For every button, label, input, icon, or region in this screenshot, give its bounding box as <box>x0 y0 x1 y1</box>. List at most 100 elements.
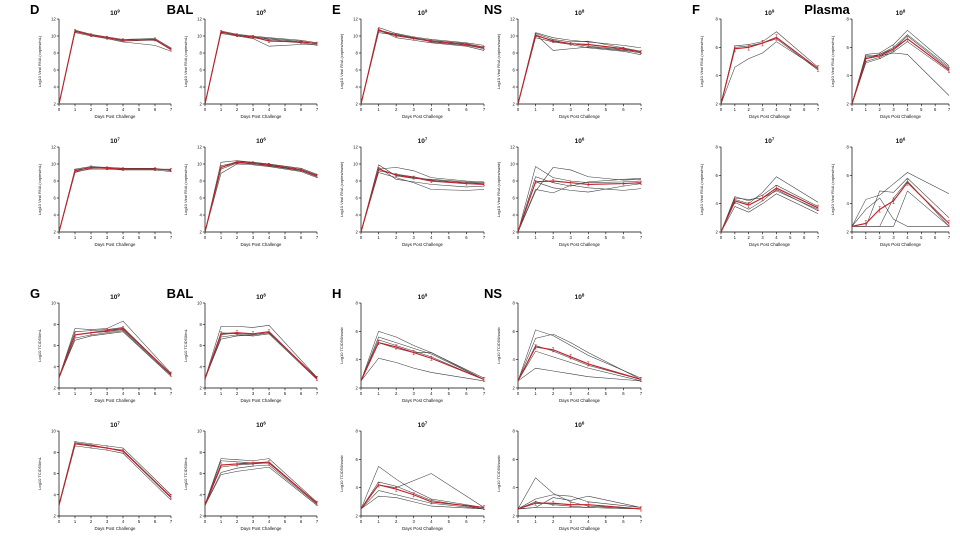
svg-text:0: 0 <box>720 235 723 240</box>
svg-text:3: 3 <box>106 235 109 240</box>
svg-text:3: 3 <box>252 519 255 524</box>
svg-text:1: 1 <box>377 391 380 396</box>
axes <box>204 19 317 105</box>
svg-text:6: 6 <box>846 173 849 178</box>
svg-text:1: 1 <box>220 519 223 524</box>
svg-text:2: 2 <box>236 391 239 396</box>
svg-text:4: 4 <box>430 391 433 396</box>
svg-text:2: 2 <box>512 230 515 235</box>
y-axis-label: Log10 Viral RNA (copies/mL) <box>830 35 835 87</box>
subplot-dose-title: 108 <box>575 293 585 301</box>
x-axis-ticks: 0 1 2 3 4 5 6 7 <box>360 388 486 396</box>
subplot-dose-title: 108 <box>256 9 266 17</box>
x-axis-ticks: 0 1 2 3 4 5 6 7 <box>851 104 951 112</box>
svg-text:2: 2 <box>236 519 239 524</box>
svg-text:6: 6 <box>803 235 806 240</box>
svg-text:6: 6 <box>512 68 515 73</box>
svg-text:3: 3 <box>413 391 416 396</box>
mean-line <box>204 160 319 233</box>
svg-text:4: 4 <box>122 519 125 524</box>
svg-text:8: 8 <box>846 17 849 22</box>
svg-text:0: 0 <box>517 519 520 524</box>
mean-line <box>517 500 643 512</box>
svg-text:6: 6 <box>846 45 849 50</box>
svg-text:6: 6 <box>465 519 468 524</box>
svg-text:3: 3 <box>761 107 764 112</box>
panel-E-grid: 109 2 4 6 8 10 12 0 1 2 3 4 5 6 7 Log10 Viral RNA (copi… <box>336 6 650 254</box>
svg-text:10: 10 <box>197 429 202 434</box>
svg-text:8: 8 <box>512 51 515 56</box>
svg-text:10: 10 <box>197 34 202 39</box>
svg-text:2: 2 <box>395 107 398 112</box>
y-axis-label: Log10 Viral RNA (copies/mL) <box>183 163 188 215</box>
panel-H-letter: H <box>332 286 342 301</box>
svg-text:2: 2 <box>236 107 239 112</box>
subplot-dose-title: 109 <box>418 9 428 17</box>
svg-text:7: 7 <box>817 235 820 240</box>
svg-text:8: 8 <box>715 145 718 150</box>
y-axis-label: Log10 Viral RNA (copies/swab) <box>496 33 501 89</box>
svg-text:2: 2 <box>355 230 358 235</box>
svg-text:4: 4 <box>355 357 358 362</box>
svg-text:6: 6 <box>355 196 358 201</box>
animal-lines <box>360 330 485 382</box>
svg-text:0: 0 <box>360 391 363 396</box>
svg-text:1: 1 <box>377 519 380 524</box>
svg-text:4: 4 <box>775 107 778 112</box>
svg-text:4: 4 <box>268 519 271 524</box>
svg-text:6: 6 <box>465 107 468 112</box>
subplot-dose-title: 108 <box>896 9 906 17</box>
svg-text:2: 2 <box>355 514 358 519</box>
svg-text:6: 6 <box>715 173 718 178</box>
svg-text:3: 3 <box>892 107 895 112</box>
svg-text:6: 6 <box>154 391 157 396</box>
svg-text:4: 4 <box>906 235 909 240</box>
svg-text:0: 0 <box>851 235 854 240</box>
svg-text:4: 4 <box>122 235 125 240</box>
y-axis-label: Log10 TCID50/swab <box>496 455 501 492</box>
svg-text:0: 0 <box>204 107 207 112</box>
svg-text:1: 1 <box>220 391 223 396</box>
svg-text:12: 12 <box>510 145 515 150</box>
svg-text:4: 4 <box>53 85 56 90</box>
svg-text:0: 0 <box>204 391 207 396</box>
svg-text:6: 6 <box>199 343 202 348</box>
panel-H-grid: 109 2 4 6 8 0 1 2 3 4 5 6 7 Log10 TCID50/swab Days Pos… <box>336 290 650 538</box>
y-axis-ticks: 2 4 6 8 <box>512 429 518 519</box>
svg-text:6: 6 <box>355 68 358 73</box>
svg-text:2: 2 <box>90 391 93 396</box>
svg-text:10: 10 <box>51 162 56 167</box>
svg-text:8: 8 <box>53 51 56 56</box>
svg-text:7: 7 <box>817 107 820 112</box>
svg-text:0: 0 <box>517 235 520 240</box>
svg-text:1: 1 <box>734 235 737 240</box>
axes <box>58 147 171 233</box>
mean-line <box>851 35 951 105</box>
svg-text:5: 5 <box>605 235 608 240</box>
x-axis-label: Days Post Challenge <box>240 398 282 403</box>
mean-line <box>58 326 173 378</box>
svg-text:6: 6 <box>465 235 468 240</box>
panel-G: G BAL 109 2 4 6 8 10 0 1 2 3 4 5 6 7 Log10 TCID50/mL Da… <box>30 286 326 538</box>
subplot-G-10^9: 109 2 4 6 8 10 0 1 2 3 4 5 6 7 Log10 TCID50/mL Days Pos… <box>37 293 173 403</box>
svg-text:2: 2 <box>236 235 239 240</box>
svg-text:4: 4 <box>122 391 125 396</box>
svg-text:6: 6 <box>300 235 303 240</box>
panel-G-letter: G <box>30 286 41 301</box>
svg-text:0: 0 <box>204 519 207 524</box>
subplot-F-10^7: 107 2 4 6 8 0 1 2 3 4 5 6 7 Log10 Viral RNA (copies/m… <box>699 137 820 247</box>
svg-text:4: 4 <box>512 85 515 90</box>
svg-text:6: 6 <box>622 391 625 396</box>
svg-text:2: 2 <box>552 391 555 396</box>
svg-text:0: 0 <box>58 107 61 112</box>
svg-text:4: 4 <box>199 364 202 369</box>
y-axis-ticks: 2 4 6 8 10 <box>197 301 205 391</box>
mean-line <box>720 34 820 105</box>
svg-text:2: 2 <box>199 514 202 519</box>
svg-text:4: 4 <box>199 492 202 497</box>
svg-text:2: 2 <box>355 102 358 107</box>
svg-text:6: 6 <box>512 457 515 462</box>
subplot-dose-title: 107 <box>418 137 428 145</box>
x-axis-label: Days Post Challenge <box>240 242 282 247</box>
